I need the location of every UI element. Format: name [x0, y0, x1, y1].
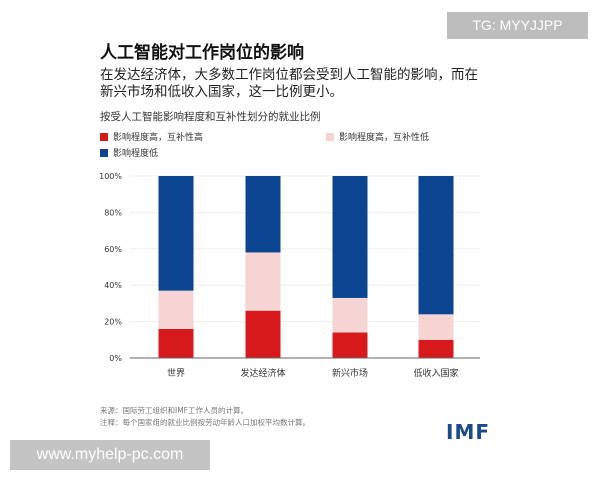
y-tick-label: 0% [109, 354, 122, 363]
bar-segment [418, 339, 454, 358]
y-tick-label: 60% [104, 245, 122, 254]
legend-swatch [100, 132, 108, 141]
bar-segment [245, 176, 281, 253]
imf-logo: IMF [446, 420, 491, 444]
subtitle-line-2: 新兴市场和低收入国家，这一比例更小。 [100, 84, 343, 100]
legend-item-low: 影响程度低 [100, 146, 158, 159]
legend-item-high-high: 影响程度高，互补性高 [100, 130, 203, 143]
footnote: 注释：每个国家组的就业比例按劳动年龄人口加权平均数计算。 [100, 418, 310, 427]
legend-label: 影响程度高，互补性高 [113, 133, 204, 143]
y-tick-label: 100% [99, 172, 122, 181]
subtitle-line-1: 在发达经济体，大多数工作岗位都会受到人工智能的影响，而在 [100, 67, 478, 83]
y-tick-label: 20% [104, 318, 122, 327]
watermark-bottom: www.myhelp-pc.com [10, 440, 210, 470]
legend-swatch [100, 148, 108, 157]
bar-segment [158, 328, 194, 358]
x-tick-label: 发达经济体 [240, 367, 285, 379]
bar-segment [332, 332, 368, 358]
bar-segment [245, 310, 281, 358]
y-tick-label: 80% [104, 208, 122, 217]
bar-segment [418, 176, 454, 315]
bar-segment [332, 297, 368, 333]
bar-segment [245, 252, 281, 311]
watermark-top: TG: MYYJJPP [447, 12, 588, 39]
x-tick-label: 低收入国家 [413, 367, 458, 379]
y-tick-label: 40% [104, 281, 122, 290]
x-tick-label: 世界 [167, 367, 185, 379]
bar-segment [332, 176, 368, 298]
legend-label: 影响程度高，互补性低 [339, 133, 430, 143]
bar-segment [418, 314, 454, 340]
legend-swatch [326, 132, 334, 141]
bar-segment [158, 290, 194, 329]
legend-label: 影响程度低 [113, 149, 159, 159]
chart-title: 按受人工智能影响程度和互补性划分的就业比例 [100, 111, 321, 123]
bar-segment [158, 176, 194, 291]
x-tick-label: 新兴市场 [332, 367, 368, 379]
source-note: 来源：国际劳工组织和IMF工作人员的计算。 [100, 406, 248, 415]
page-title: 人工智能对工作岗位的影响 [100, 43, 304, 63]
legend-item-high-low: 影响程度高，互补性低 [326, 130, 429, 143]
